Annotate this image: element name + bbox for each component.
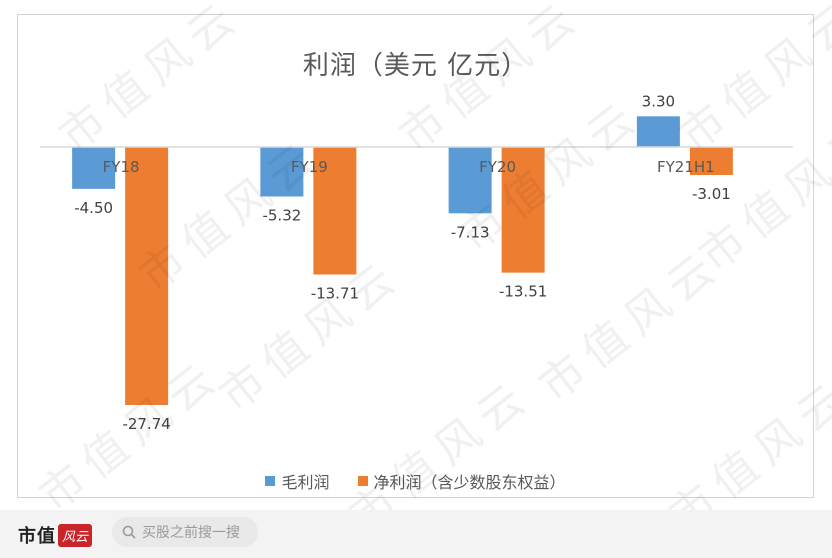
bar-net-profit bbox=[313, 147, 357, 275]
legend-swatch-net-profit bbox=[357, 476, 368, 486]
brand-text: 市值 bbox=[18, 526, 56, 547]
chart-legend: 毛利润 净利润（含少数股东权益） bbox=[18, 469, 813, 493]
chart-frame: 利润（美元 亿元） -4.50 -5.32 -7.13 3.30 -27.74 -13.7… bbox=[17, 14, 814, 498]
data-label: -27.74 bbox=[122, 415, 170, 433]
data-label: -3.01 bbox=[692, 185, 731, 203]
category-tick-label: FY20 bbox=[479, 158, 516, 176]
bar-net-profit bbox=[689, 147, 733, 175]
data-label: -7.13 bbox=[451, 223, 490, 241]
legend-item-gross-profit: 毛利润 bbox=[265, 469, 330, 493]
category-tick-label: FY21H1 bbox=[657, 158, 715, 176]
data-label: -13.51 bbox=[499, 283, 547, 301]
bar-gross-profit bbox=[448, 147, 492, 214]
data-label: -5.32 bbox=[262, 206, 301, 224]
data-label: -13.71 bbox=[311, 285, 359, 303]
footer-bar: 市值 风云 买股之前搜一搜 bbox=[0, 510, 832, 558]
legend-label-net-profit: 净利润（含少数股东权益） bbox=[373, 473, 566, 492]
bar-gross-profit bbox=[636, 116, 680, 147]
chart-plot: -4.50 -5.32 -7.13 3.30 -27.74 -13.71 -13.51 -3.… bbox=[40, 92, 793, 433]
brand-seal: 风云 bbox=[58, 523, 93, 547]
data-label: 3.30 bbox=[642, 92, 675, 110]
data-label: -4.50 bbox=[74, 199, 113, 217]
legend-item-net-profit: 净利润（含少数股东权益） bbox=[357, 469, 566, 493]
legend-label-gross-profit: 毛利润 bbox=[281, 473, 330, 492]
search-icon bbox=[122, 525, 136, 539]
search-placeholder: 买股之前搜一搜 bbox=[142, 525, 240, 541]
bar-gross-profit bbox=[260, 147, 304, 197]
category-tick-label: FY18 bbox=[103, 158, 140, 176]
bar-gross-profit bbox=[72, 147, 116, 189]
chart-title: 利润（美元 亿元） bbox=[302, 51, 529, 81]
search-box[interactable]: 买股之前搜一搜 bbox=[112, 517, 258, 547]
bar-net-profit bbox=[125, 147, 169, 405]
bar-net-profit bbox=[501, 147, 545, 273]
legend-swatch-gross-profit bbox=[265, 476, 276, 486]
brand-logo: 市值 风云 bbox=[18, 522, 93, 548]
category-tick-label: FY19 bbox=[291, 158, 328, 176]
